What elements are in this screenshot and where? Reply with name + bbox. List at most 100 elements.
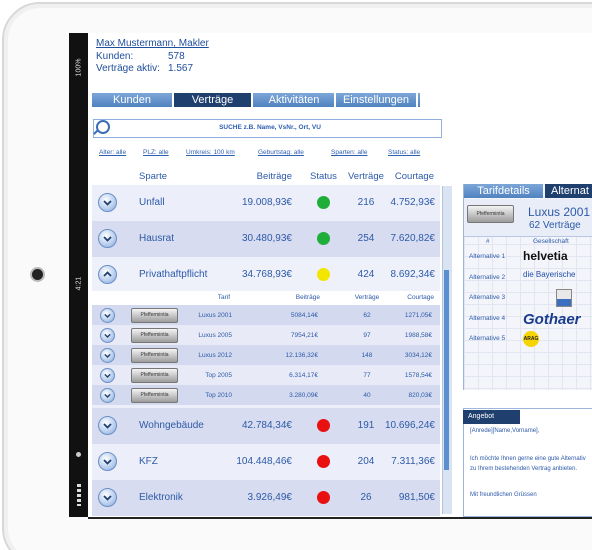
table-row[interactable]: [92, 257, 440, 291]
sub-row[interactable]: [92, 345, 440, 365]
expand-button[interactable]: [98, 193, 117, 212]
sub-row[interactable]: [92, 325, 440, 345]
table-row[interactable]: [92, 185, 440, 221]
insurer-logo: ARAG: [523, 331, 539, 347]
table-row[interactable]: [92, 221, 440, 257]
sub-column-header: Tarif: [217, 294, 230, 301]
side-tab[interactable]: Alternat: [545, 184, 592, 198]
tab[interactable]: Kunden: [92, 93, 174, 107]
card-subtitle: 62 Verträge: [529, 220, 581, 231]
expand-button[interactable]: [100, 348, 115, 363]
chevron: [103, 459, 112, 465]
filter[interactable]: PLZ: alle: [143, 149, 169, 156]
beitraege: 30.480,93€: [241, 233, 292, 244]
vertraege: 204: [357, 456, 375, 467]
sparte: Elektronik: [139, 492, 183, 503]
user-link[interactable]: Max Mustermann, Makler: [96, 38, 209, 49]
sparte: Hausrat: [139, 233, 175, 244]
vertraege: 97: [363, 332, 371, 339]
status-dot: [317, 455, 330, 468]
column-header: Sparte: [139, 171, 167, 182]
offer-line: Ich möchte Ihnen gerne eine gute Alterna…: [470, 456, 586, 462]
column-header: Courtage: [394, 171, 434, 182]
filter[interactable]: Umkreis: 100 km: [186, 149, 235, 156]
search-box[interactable]: [93, 119, 442, 138]
offer-line: [Anrede][Name,Vorname],: [470, 428, 540, 434]
contracts: 1.567: [168, 63, 194, 74]
vertraege: 254: [357, 233, 375, 244]
expand-button[interactable]: [98, 452, 117, 471]
expand-button[interactable]: [98, 416, 117, 435]
sub-header-bg: [92, 291, 440, 305]
table-row[interactable]: [92, 444, 440, 480]
sub-column-header: Verträge: [354, 294, 380, 301]
company-logo: Pfeffermintia: [131, 328, 178, 343]
expand-button[interactable]: [100, 308, 115, 323]
courtage: 1578,54€: [404, 372, 432, 379]
insurer-logo: helvetia: [523, 249, 568, 263]
courtage: 1271,05€: [404, 312, 432, 319]
beitraege: 12.136,32€: [285, 352, 318, 359]
beitraege: 104.448,46€: [236, 456, 292, 467]
col-header: Gesellschaft: [533, 238, 569, 245]
customers-label: Kunden:: [96, 51, 134, 62]
table-row[interactable]: [92, 408, 440, 444]
filter[interactable]: Geburtstag: alle: [258, 149, 304, 156]
beitraege: 7954,21€: [290, 332, 318, 339]
alternative-label: Alternative 3: [469, 294, 506, 301]
chevron: [103, 495, 112, 501]
courtage: 8.692,34€: [390, 269, 436, 280]
expand-button[interactable]: [100, 388, 115, 403]
wifi-icon: [76, 452, 81, 457]
filter[interactable]: Sparten: alle: [331, 149, 368, 156]
vertraege: 191: [357, 420, 375, 431]
contracts-label: Verträge aktiv:: [96, 63, 160, 74]
alternative-label: Alternative 5: [469, 335, 506, 342]
expand-button[interactable]: [98, 229, 117, 248]
expand-button[interactable]: [100, 368, 115, 383]
alternative-label: Alternative 2: [469, 273, 506, 281]
courtage: 7.311,36€: [391, 456, 435, 467]
table-row[interactable]: [92, 480, 440, 516]
tab[interactable]: Aktivitäten: [254, 93, 336, 107]
beitraege: 19.008,93€: [241, 197, 292, 208]
sub-row[interactable]: [92, 305, 440, 325]
vertraege: 62: [363, 312, 371, 319]
sparte: Privathaftpflicht: [139, 269, 208, 280]
courtage: 981,50€: [398, 492, 435, 503]
offer-line: Mit freundlichen Grüssen: [470, 492, 537, 498]
chevron: [103, 271, 112, 277]
sub-column-header: Courtage: [407, 294, 434, 301]
column-header: Status: [310, 171, 337, 182]
chevron: [103, 200, 112, 206]
offer-line: zu Ihrem bestehenden Vertrag anbieten.: [470, 466, 578, 472]
tab[interactable]: Einstellungen: [336, 93, 418, 107]
expand-button[interactable]: [98, 488, 117, 507]
column-header: Verträge: [348, 171, 384, 182]
beitraege: 3.280,09€: [289, 392, 318, 399]
sub-column-header: Beiträge: [295, 294, 320, 301]
status-dot: [317, 491, 330, 504]
expand-button[interactable]: [100, 328, 115, 343]
sub-row[interactable]: [92, 385, 440, 405]
vertraege: 216: [357, 197, 375, 208]
search-placeholder: SUCHE z.B. Name, VsNr., Ort, VU: [219, 124, 321, 131]
filter[interactable]: Status: alle: [388, 149, 421, 156]
insurer-logo: Gothaer: [523, 310, 581, 328]
camera: [30, 267, 45, 282]
chevron: [103, 236, 112, 242]
vertraege: 40: [363, 392, 371, 399]
tarif: Luxus 2005: [198, 332, 232, 339]
offer-box: [463, 408, 592, 517]
status-dot: [317, 232, 330, 245]
sub-row[interactable]: [92, 365, 440, 385]
insurer-logo: [556, 289, 572, 307]
chevron: [104, 393, 111, 399]
expand-button[interactable]: [98, 265, 117, 284]
beitraege: 5084,14€: [290, 312, 318, 319]
card-title: Luxus 2001: [528, 205, 591, 219]
side-tab[interactable]: Tarifdetails: [464, 184, 543, 198]
filter[interactable]: Alter: alle: [99, 149, 127, 156]
tab[interactable]: Verträge: [174, 93, 253, 107]
alternative-label: Alternative 1: [469, 253, 506, 260]
